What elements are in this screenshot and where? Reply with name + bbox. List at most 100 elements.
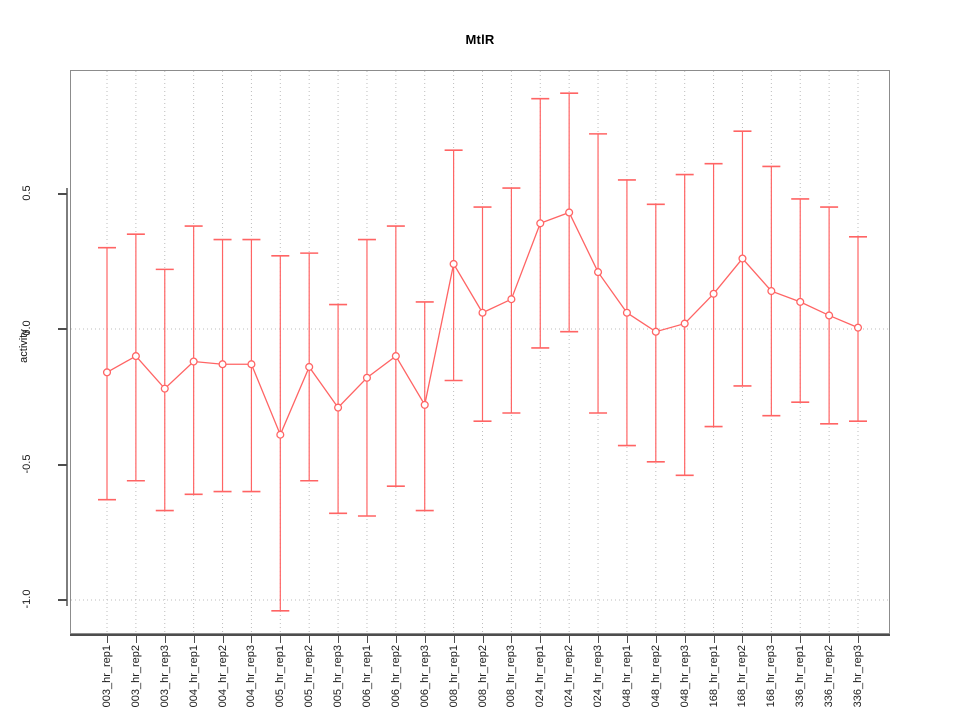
x-tick-label-wrap: 336_hr_rep3 — [851, 645, 865, 726]
x-tick-label: 024_hr_rep2 — [563, 645, 576, 708]
x-tick-label-wrap: 336_hr_rep1 — [793, 645, 807, 726]
data-point-marker — [391, 352, 400, 361]
y-tick-label-wrap: -0.5 — [0, 454, 54, 473]
x-tick-label: 008_hr_rep2 — [476, 645, 489, 708]
x-axis-tick — [164, 635, 166, 643]
x-axis-tick — [569, 635, 571, 643]
x-axis-tick — [424, 635, 426, 643]
x-axis-tick — [713, 635, 715, 643]
x-axis-tick — [684, 635, 686, 643]
y-tick-label: 0.5 — [21, 184, 33, 201]
x-tick-label: 004_hr_rep1 — [187, 645, 200, 708]
x-tick-label: 005_hr_rep1 — [274, 645, 287, 708]
y-axis-tick — [58, 328, 67, 330]
x-axis-tick — [366, 635, 368, 643]
data-point-marker — [767, 287, 776, 296]
x-tick-label: 336_hr_rep3 — [852, 645, 864, 708]
x-tick-label-wrap: 024_hr_rep1 — [533, 645, 547, 726]
data-point-marker — [593, 268, 603, 277]
x-axis-tick — [858, 635, 859, 643]
x-tick-label: 005_hr_rep3 — [332, 645, 345, 708]
y-tick-label: 0.0 — [21, 320, 33, 336]
data-point-marker — [449, 259, 458, 269]
data-point-marker — [160, 384, 169, 393]
x-tick-label: 048_hr_rep1 — [620, 645, 633, 708]
plot-panel — [70, 70, 890, 634]
y-tick-label-wrap: 0.0 — [0, 320, 54, 336]
x-axis-tick — [309, 635, 311, 643]
data-point-marker — [334, 403, 343, 412]
x-tick-label-wrap: 048_hr_rep1 — [620, 645, 634, 726]
x-tick-label-wrap: 008_hr_rep3 — [504, 645, 518, 726]
x-axis-tick — [771, 635, 773, 643]
x-tick-label-wrap: 048_hr_rep2 — [649, 645, 663, 726]
x-tick-label: 004_hr_rep3 — [245, 645, 258, 708]
data-point-marker — [276, 430, 285, 439]
data-point-marker — [738, 254, 747, 263]
data-point-marker — [651, 327, 660, 336]
x-tick-label: 168_hr_rep3 — [765, 645, 778, 708]
x-axis-tick — [655, 635, 657, 643]
data-point-marker — [478, 308, 487, 317]
x-tick-label: 008_hr_rep3 — [505, 645, 518, 708]
x-tick-label-wrap: 004_hr_rep2 — [216, 645, 230, 726]
x-axis-tick — [280, 635, 282, 643]
x-tick-label: 008_hr_rep1 — [447, 645, 460, 708]
x-tick-label-wrap: 006_hr_rep2 — [389, 645, 403, 726]
x-tick-label: 003_hr_rep3 — [158, 645, 171, 708]
x-axis-tick — [135, 635, 137, 643]
x-tick-label-wrap: 005_hr_rep1 — [273, 645, 287, 726]
chart-title: MtlR — [465, 32, 495, 47]
data-point-marker — [131, 352, 140, 361]
x-tick-label-wrap: 006_hr_rep1 — [360, 645, 374, 726]
y-axis-tick — [58, 463, 67, 466]
x-tick-label: 005_hr_rep2 — [303, 645, 316, 708]
x-tick-label-wrap: 008_hr_rep2 — [476, 645, 490, 726]
x-tick-label: 048_hr_rep2 — [649, 645, 662, 708]
x-tick-label-wrap: 168_hr_rep1 — [707, 645, 721, 726]
data-point-marker — [507, 295, 516, 304]
data-point-marker — [680, 319, 689, 328]
data-point-marker — [305, 362, 314, 371]
x-axis-tick — [742, 635, 744, 643]
x-axis-tick — [338, 635, 340, 643]
x-tick-label: 336_hr_rep1 — [794, 645, 807, 708]
x-axis-tick — [453, 635, 455, 643]
x-axis-tick — [251, 635, 253, 643]
plot-area — [71, 71, 889, 633]
x-tick-label-wrap: 005_hr_rep2 — [302, 645, 316, 726]
x-tick-label-wrap: 336_hr_rep2 — [822, 645, 836, 726]
data-point-marker — [622, 308, 631, 317]
x-tick-label-wrap: 024_hr_rep2 — [562, 645, 576, 726]
x-axis-tick — [626, 635, 628, 643]
x-tick-label: 168_hr_rep2 — [736, 645, 749, 708]
x-tick-label-wrap: 024_hr_rep3 — [591, 645, 605, 726]
y-tick-label: -1.0 — [21, 589, 33, 609]
x-tick-label: 006_hr_rep3 — [418, 645, 431, 708]
x-tick-label: 336_hr_rep2 — [823, 645, 836, 708]
x-axis-tick — [107, 635, 108, 643]
x-tick-label-wrap: 004_hr_rep1 — [187, 645, 201, 726]
x-axis-tick — [193, 635, 195, 643]
y-axis-tick — [58, 192, 67, 195]
x-axis-tick — [511, 635, 513, 643]
x-axis-tick — [598, 635, 600, 643]
x-tick-label: 003_hr_rep2 — [129, 645, 142, 708]
x-tick-label-wrap: 006_hr_rep3 — [418, 645, 432, 726]
x-tick-label: 168_hr_rep1 — [707, 645, 720, 708]
x-tick-label-wrap: 003_hr_rep1 — [100, 645, 114, 726]
x-tick-label-wrap: 168_hr_rep3 — [764, 645, 778, 726]
x-axis-tick — [540, 635, 542, 643]
data-point-marker — [102, 368, 112, 377]
y-axis-line — [66, 188, 68, 606]
data-point-marker — [853, 323, 863, 332]
y-tick-label-wrap: 0.5 — [0, 185, 54, 201]
x-tick-label: 004_hr_rep2 — [216, 645, 229, 708]
x-tick-label: 006_hr_rep2 — [389, 645, 402, 708]
x-tick-label-wrap: 005_hr_rep3 — [331, 645, 345, 726]
data-point-marker — [247, 360, 256, 369]
x-tick-label-wrap: 168_hr_rep2 — [735, 645, 749, 726]
data-point-marker — [709, 289, 718, 298]
y-axis-tick — [58, 599, 67, 601]
